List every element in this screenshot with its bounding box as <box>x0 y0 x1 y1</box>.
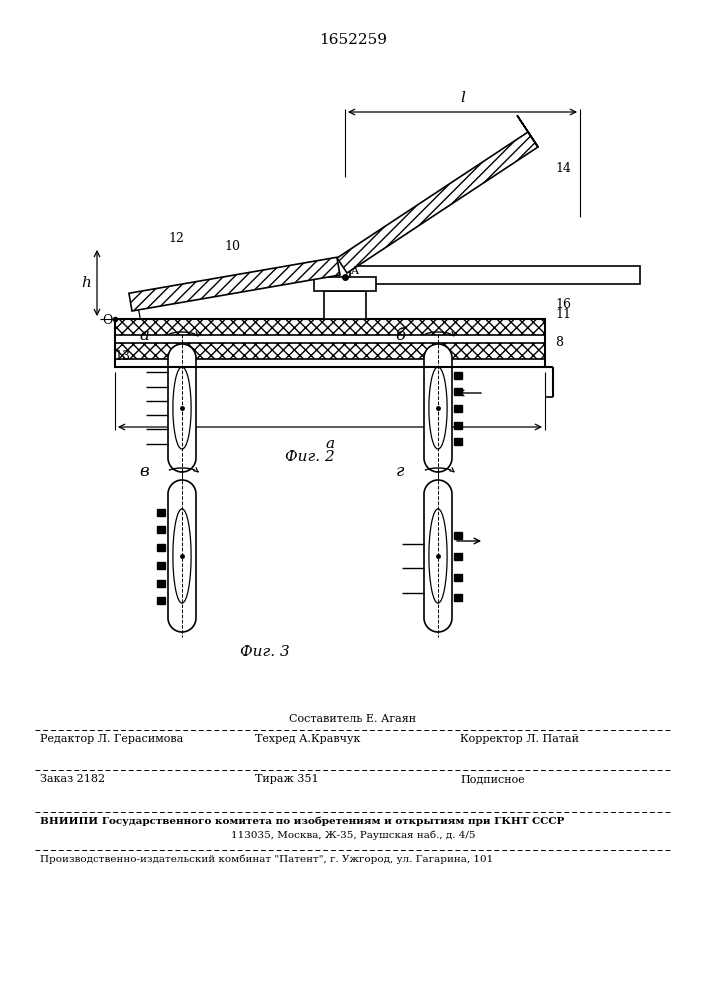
Bar <box>350 266 640 284</box>
Text: ВНИИПИ Государственного комитета по изобретениям и открытиям при ГКНТ СССР: ВНИИПИ Государственного комитета по изоб… <box>40 816 564 826</box>
Bar <box>157 509 165 516</box>
Text: A: A <box>350 266 358 276</box>
Bar <box>324 291 366 319</box>
Bar <box>454 553 462 560</box>
Text: б: б <box>395 328 405 344</box>
Text: Редактор Л. Герасимова: Редактор Л. Герасимова <box>40 734 183 744</box>
Bar <box>454 372 462 379</box>
Circle shape <box>424 444 452 472</box>
Text: O: O <box>102 314 112 328</box>
Bar <box>168 494 196 618</box>
Text: а: а <box>139 328 149 344</box>
Polygon shape <box>517 115 538 147</box>
Bar <box>454 422 462 429</box>
Text: 1652259: 1652259 <box>319 33 387 47</box>
Text: 113035, Москва, Ж-35, Раушская наб., д. 4/5: 113035, Москва, Ж-35, Раушская наб., д. … <box>230 830 475 840</box>
Polygon shape <box>337 132 538 273</box>
Bar <box>115 343 545 359</box>
Polygon shape <box>129 257 340 311</box>
Text: 11: 11 <box>555 308 571 322</box>
Text: 13: 13 <box>114 351 130 363</box>
Bar <box>454 388 462 395</box>
Text: Фиг. 3: Фиг. 3 <box>240 645 290 659</box>
Text: Техред А.Кравчук: Техред А.Кравчук <box>255 734 361 744</box>
Text: 10: 10 <box>224 239 240 252</box>
Bar <box>168 358 196 458</box>
Bar <box>454 574 462 581</box>
Bar <box>115 319 545 335</box>
Text: Корректор Л. Патай: Корректор Л. Патай <box>460 734 579 744</box>
Text: 12: 12 <box>168 232 184 245</box>
Circle shape <box>168 480 196 508</box>
Text: 14: 14 <box>555 162 571 176</box>
Text: a: a <box>325 437 334 451</box>
Circle shape <box>168 604 196 632</box>
Bar <box>454 594 462 601</box>
Circle shape <box>168 344 196 372</box>
Bar <box>157 544 165 551</box>
Bar <box>157 526 165 533</box>
Bar <box>314 277 376 291</box>
Text: φ: φ <box>147 286 157 300</box>
Text: г: г <box>396 464 404 481</box>
Text: Заказ 2182: Заказ 2182 <box>40 774 105 784</box>
Bar <box>454 438 462 445</box>
Bar <box>454 532 462 539</box>
Bar <box>157 580 165 587</box>
Text: Производственно-издательский комбинат "Патент", г. Ужгород, ул. Гагарина, 101: Производственно-издательский комбинат "П… <box>40 854 493 863</box>
Bar <box>157 562 165 569</box>
Text: 16: 16 <box>555 298 571 312</box>
Bar <box>424 494 452 618</box>
Text: 8: 8 <box>555 336 563 350</box>
Text: Тираж 351: Тираж 351 <box>255 774 319 784</box>
Text: Подписное: Подписное <box>460 774 525 784</box>
Text: Составитель Е. Агаян: Составитель Е. Агаян <box>289 714 416 724</box>
Bar <box>115 319 545 367</box>
Text: Фиг. 2: Фиг. 2 <box>285 450 335 464</box>
Bar <box>424 358 452 458</box>
Circle shape <box>168 444 196 472</box>
Bar <box>454 405 462 412</box>
Circle shape <box>424 604 452 632</box>
Text: в: в <box>139 464 148 481</box>
Text: l: l <box>460 91 465 105</box>
Text: h: h <box>81 276 91 290</box>
Circle shape <box>424 344 452 372</box>
Circle shape <box>424 480 452 508</box>
Bar <box>157 597 165 604</box>
